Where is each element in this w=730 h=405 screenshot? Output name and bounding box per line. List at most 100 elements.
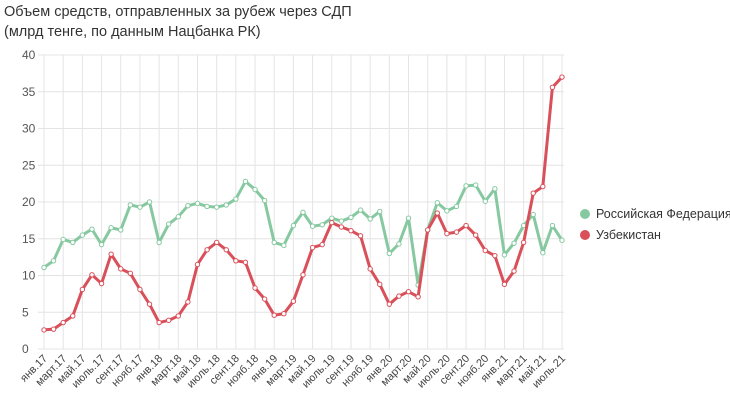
data-point[interactable] bbox=[98, 280, 105, 287]
data-point[interactable] bbox=[204, 203, 210, 210]
data-point[interactable] bbox=[223, 247, 229, 253]
data-point[interactable] bbox=[472, 182, 479, 188]
data-point[interactable] bbox=[425, 227, 431, 233]
legend-item-russia[interactable]: Российская Федерация bbox=[580, 203, 730, 224]
data-point[interactable] bbox=[50, 258, 57, 264]
data-point[interactable] bbox=[377, 208, 383, 215]
data-point[interactable] bbox=[444, 208, 450, 214]
data-point[interactable] bbox=[357, 233, 364, 239]
data-point[interactable] bbox=[118, 227, 124, 233]
data-point[interactable] bbox=[70, 239, 76, 246]
data-point[interactable] bbox=[367, 266, 373, 272]
data-point[interactable] bbox=[233, 258, 239, 264]
data-point[interactable] bbox=[434, 210, 440, 216]
data-point[interactable] bbox=[137, 286, 143, 293]
data-point[interactable] bbox=[118, 266, 124, 272]
data-point[interactable] bbox=[463, 183, 469, 189]
data-point[interactable] bbox=[146, 301, 153, 307]
data-point[interactable] bbox=[472, 232, 479, 238]
data-point[interactable] bbox=[549, 84, 556, 91]
data-point[interactable] bbox=[319, 222, 325, 228]
data-point[interactable] bbox=[492, 186, 498, 192]
data-point[interactable] bbox=[60, 236, 66, 243]
data-point[interactable] bbox=[348, 214, 354, 221]
data-point[interactable] bbox=[501, 252, 508, 258]
data-point[interactable] bbox=[290, 222, 297, 229]
data-point[interactable] bbox=[108, 225, 114, 231]
data-point[interactable] bbox=[89, 272, 95, 278]
data-point[interactable] bbox=[137, 204, 143, 210]
data-point[interactable] bbox=[213, 204, 220, 210]
data-point[interactable] bbox=[530, 190, 536, 196]
data-point[interactable] bbox=[482, 247, 488, 254]
data-point[interactable] bbox=[511, 268, 517, 274]
data-point[interactable] bbox=[60, 319, 66, 326]
data-point[interactable] bbox=[319, 241, 325, 248]
data-point[interactable] bbox=[41, 264, 47, 271]
data-point[interactable] bbox=[156, 239, 162, 246]
data-point[interactable] bbox=[281, 242, 287, 249]
data-point[interactable] bbox=[396, 241, 402, 247]
data-point[interactable] bbox=[185, 202, 191, 209]
data-point[interactable] bbox=[70, 313, 76, 319]
data-point[interactable] bbox=[89, 226, 95, 232]
data-point[interactable] bbox=[377, 281, 383, 288]
data-point[interactable] bbox=[492, 252, 498, 259]
data-point[interactable] bbox=[242, 178, 249, 185]
data-point[interactable] bbox=[386, 301, 393, 307]
data-point[interactable] bbox=[329, 215, 335, 221]
data-point[interactable] bbox=[300, 209, 306, 215]
data-point[interactable] bbox=[463, 222, 469, 229]
data-point[interactable] bbox=[386, 250, 393, 257]
data-point[interactable] bbox=[271, 239, 277, 246]
data-point[interactable] bbox=[367, 216, 373, 222]
data-point[interactable] bbox=[194, 200, 201, 207]
data-point[interactable] bbox=[290, 298, 297, 304]
data-point[interactable] bbox=[357, 207, 364, 213]
data-point[interactable] bbox=[300, 272, 306, 278]
data-point[interactable] bbox=[242, 259, 249, 265]
data-point[interactable] bbox=[204, 247, 210, 253]
data-point[interactable] bbox=[453, 229, 460, 235]
data-point[interactable] bbox=[223, 202, 229, 208]
data-point[interactable] bbox=[261, 197, 268, 204]
data-point[interactable] bbox=[166, 317, 172, 324]
data-point[interactable] bbox=[434, 200, 440, 206]
data-point[interactable] bbox=[98, 241, 105, 248]
data-point[interactable] bbox=[156, 319, 162, 326]
data-point[interactable] bbox=[540, 250, 546, 256]
data-point[interactable] bbox=[511, 240, 517, 246]
data-point[interactable] bbox=[127, 270, 134, 276]
data-point[interactable] bbox=[166, 221, 172, 227]
data-point[interactable] bbox=[559, 74, 565, 80]
data-point[interactable] bbox=[194, 261, 201, 268]
data-point[interactable] bbox=[50, 326, 57, 332]
data-point[interactable] bbox=[338, 218, 345, 224]
data-point[interactable] bbox=[175, 313, 181, 319]
data-point[interactable] bbox=[271, 312, 277, 318]
data-point[interactable] bbox=[540, 183, 546, 190]
data-point[interactable] bbox=[405, 215, 412, 221]
data-point[interactable] bbox=[175, 214, 181, 220]
data-point[interactable] bbox=[396, 293, 402, 299]
data-point[interactable] bbox=[79, 232, 86, 238]
data-point[interactable] bbox=[549, 222, 556, 229]
data-point[interactable] bbox=[415, 294, 421, 300]
data-point[interactable] bbox=[559, 237, 565, 243]
legend-item-uzbekistan[interactable]: Узбекистан bbox=[580, 224, 730, 245]
data-point[interactable] bbox=[261, 296, 268, 302]
data-point[interactable] bbox=[453, 203, 460, 210]
data-point[interactable] bbox=[127, 202, 134, 208]
data-point[interactable] bbox=[108, 251, 114, 257]
data-point[interactable] bbox=[309, 244, 316, 251]
data-point[interactable] bbox=[501, 281, 508, 288]
data-point[interactable] bbox=[348, 227, 354, 234]
data-point[interactable] bbox=[444, 230, 450, 237]
data-point[interactable] bbox=[185, 299, 191, 305]
data-point[interactable] bbox=[252, 285, 258, 291]
data-point[interactable] bbox=[252, 186, 258, 193]
data-point[interactable] bbox=[79, 286, 86, 293]
data-point[interactable] bbox=[338, 224, 345, 230]
data-point[interactable] bbox=[329, 219, 335, 226]
data-point[interactable] bbox=[146, 199, 153, 205]
